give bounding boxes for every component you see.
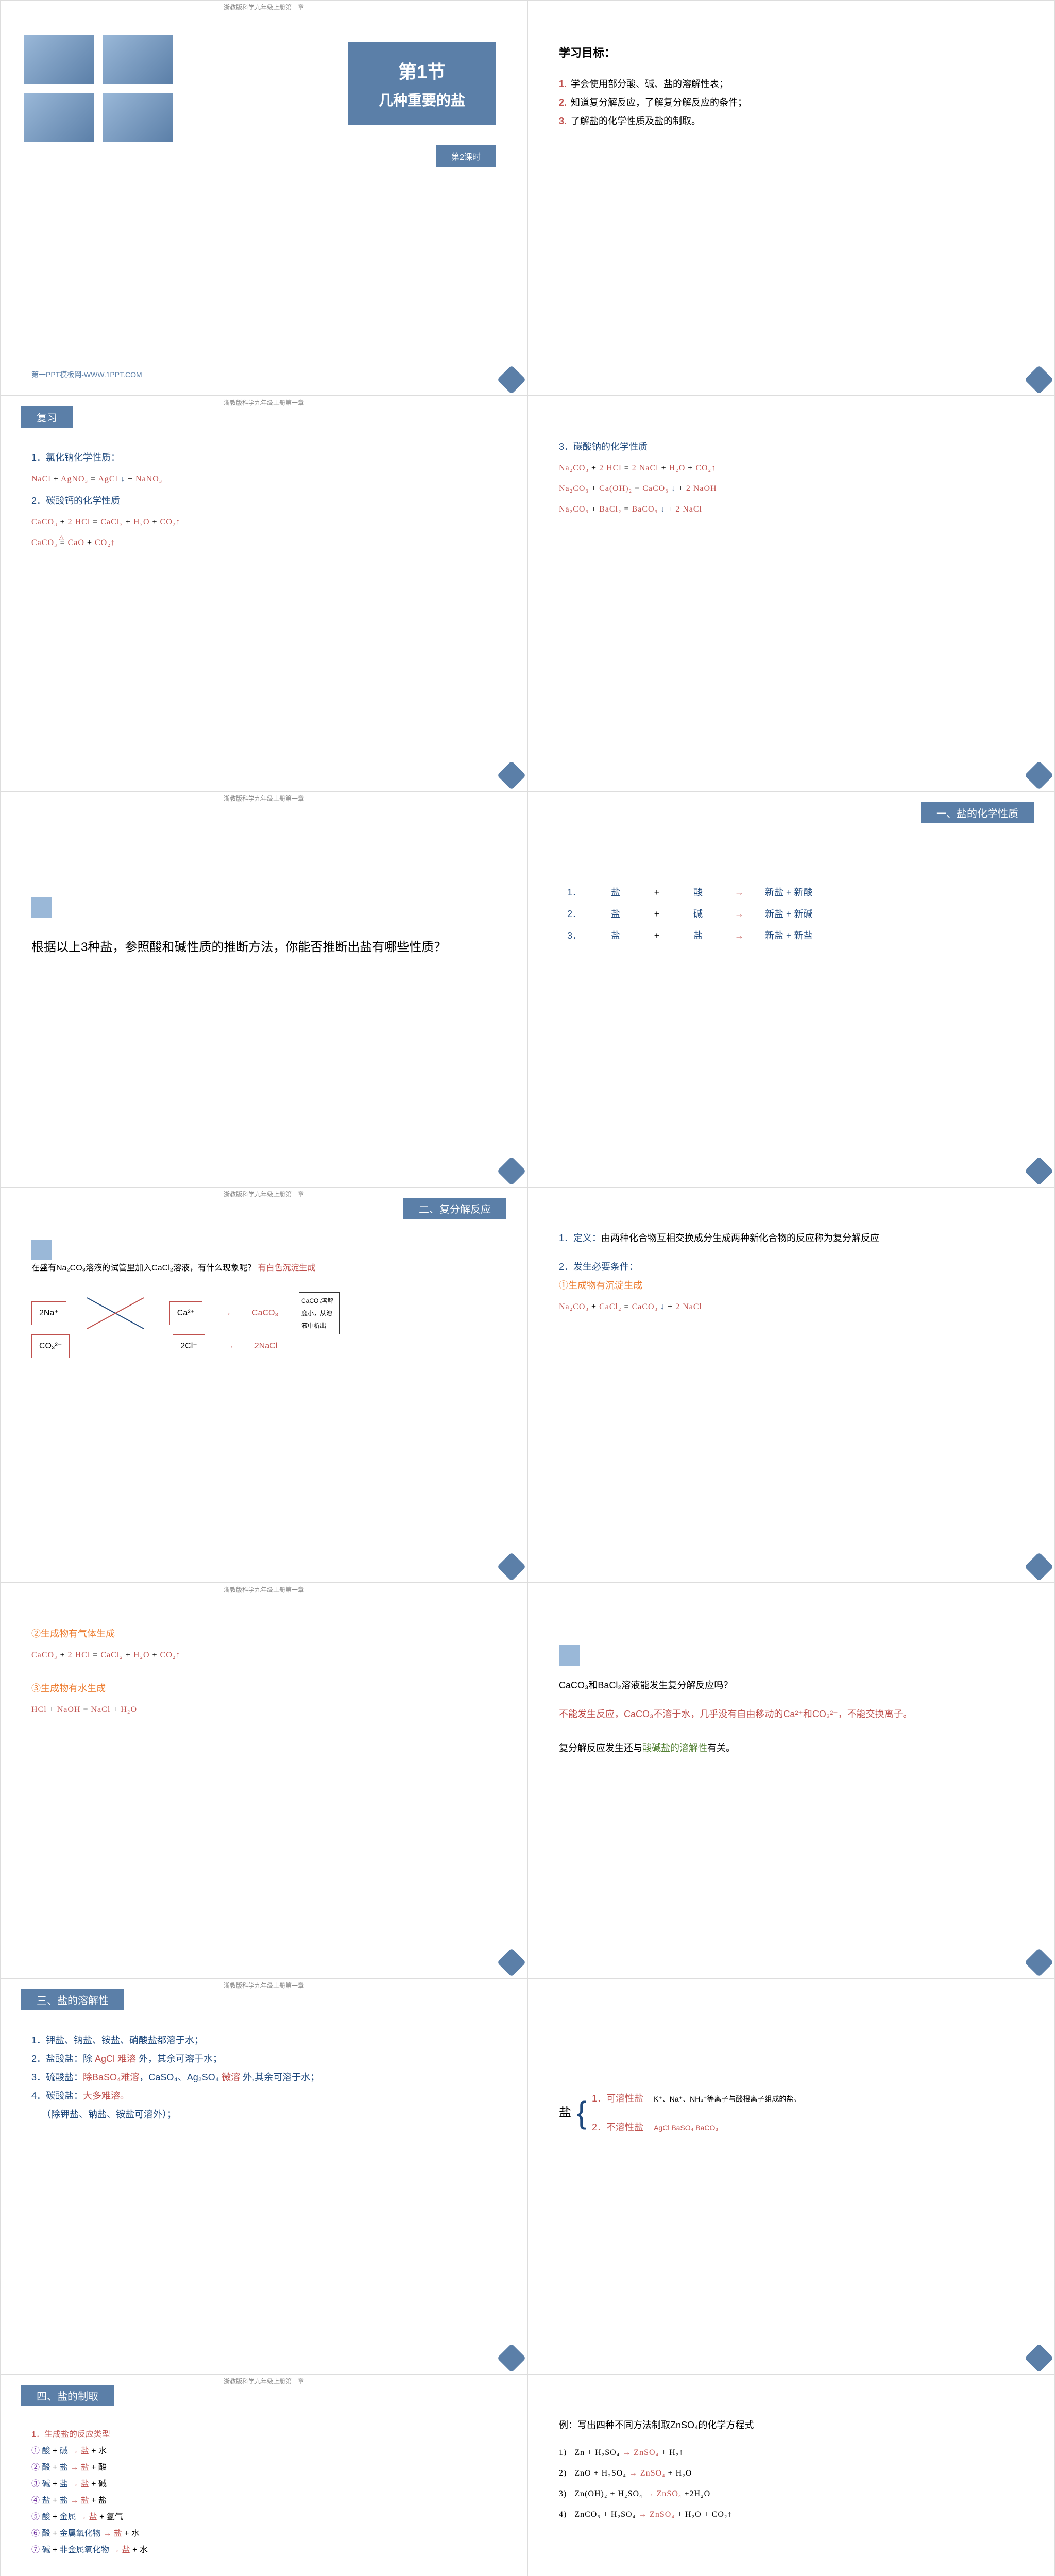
slide-question: 浙教版科学九年级上册第一章 根据以上3种盐，参照酸和碱性质的推断方法，你能否推断… bbox=[0, 791, 528, 1187]
eq-3: CaCO₃ =△ CaO + CO₂↑ bbox=[31, 535, 496, 551]
soluble-row: 1．可溶性盐 K⁺、Na⁺、NH₄⁺等离子与酸根离子组成的盐。 bbox=[592, 2089, 801, 2108]
cond-label: 发生必要条件： bbox=[573, 1262, 638, 1272]
type-6: ⑥ 酸 + 金属氧化物 → 盐 + 水 bbox=[31, 2526, 496, 2542]
note-box: CaCO₃溶解度小，从溶液中析出 bbox=[299, 1292, 340, 1334]
slide-review-2: 3．碳酸钠的化学性质 Na₂CO₃ + 2 HCl = 2 NaCl + H₂O… bbox=[528, 396, 1055, 791]
slide-metathesis-4: CaCO₃和BaCl₂溶液能发生复分解反应吗？ 不能发生反应，CaCO₃不溶于水… bbox=[528, 1583, 1055, 1978]
type-3: ③ 碱 + 盐 → 盐 + 碱 bbox=[31, 2476, 496, 2493]
header-meta: 浙教版科学九年级上册第一章 bbox=[1, 1188, 527, 1200]
slide-preparation-1: 浙教版科学九年级上册第一章 四、盐的制取 1．生成盐的反应类型 ① 酸 + 碱 … bbox=[0, 2374, 528, 2576]
sol-2: 2．盐酸盐：除 AgCl 难溶 外，其余可溶于水； bbox=[31, 2049, 496, 2068]
eq-8: CaCO₃ + 2 HCl = CaCl₂ + H₂O + CO₂↑ bbox=[31, 1647, 496, 1664]
ans-text: 不能发生反应，CaCO₃不溶于水，几乎没有自由移动的Ca²⁺和CO₃²⁻，不能交… bbox=[559, 1705, 1024, 1723]
def-text: 由两种化合物互相交换成分生成两种新化合物的反应称为复分解反应 bbox=[601, 1233, 879, 1243]
obj-2: 知道复分解反应，了解复分解反应的条件； bbox=[571, 97, 747, 108]
prop-row-2: 2．盐+碱→新盐 + 新碱 bbox=[559, 905, 1024, 923]
obj-1: 学会使用部分酸、碱、盐的溶解性表； bbox=[571, 79, 728, 89]
question-text: 根据以上3种盐，参照酸和碱性质的推断方法，你能否推断出盐有哪些性质？ bbox=[31, 935, 496, 960]
p3-title: 碳酸钠的化学性质 bbox=[573, 442, 648, 452]
section-title: 二、复分解反应 bbox=[403, 1198, 506, 1219]
chapter: 第1节 bbox=[379, 57, 465, 84]
header-meta: 浙教版科学九年级上册第一章 bbox=[1, 1583, 527, 1596]
header-meta: 浙教版科学九年级上册第一章 bbox=[1, 2375, 527, 2387]
header-meta: 浙教版科学九年级上册第一章 bbox=[1, 792, 527, 805]
slide-metathesis-3: 浙教版科学九年级上册第一章 ②生成物有气体生成 CaCO₃ + 2 HCl = … bbox=[0, 1583, 528, 1978]
slide-solubility-2: 盐 { 1．可溶性盐 K⁺、Na⁺、NH₄⁺等离子与酸根离子组成的盐。 2．不溶… bbox=[528, 1978, 1055, 2374]
prop-row-3: 3．盐+盐→新盐 + 新盐 bbox=[559, 926, 1024, 945]
eq-9: HCl + NaOH = NaCl + H₂O bbox=[31, 1702, 496, 1718]
type-5: ⑤ 酸 + 金属 → 盐 + 氢气 bbox=[31, 2509, 496, 2526]
img-2 bbox=[101, 33, 174, 85]
prop-row-1: 1．盐+酸→新盐 + 新酸 bbox=[559, 883, 1024, 902]
eq-1: NaCl + AgNO₃ = AgCl ↓ + NaNO₃ bbox=[31, 471, 496, 487]
slide-metathesis-2: 1．定义：由两种化合物互相交换成分生成两种新化合物的反应称为复分解反应 2．发生… bbox=[528, 1187, 1055, 1583]
eq-7: Na₂CO₃ + CaCl₂ = CaCO₃ ↓ + 2 NaCl bbox=[559, 1299, 1024, 1315]
slide-title: 浙教版科学九年级上册第一章 第1节 几种重要的盐 第2课时 第一PPT模板网-W… bbox=[0, 0, 528, 396]
eq-4: Na₂CO₃ + 2 HCl = 2 NaCl + H₂O + CO₂↑ bbox=[559, 460, 1024, 477]
ion-na: 2Na⁺ bbox=[31, 1301, 66, 1325]
slide-review-1: 浙教版科学九年级上册第一章 复习 1．氯化钠化学性质： NaCl + AgNO₃… bbox=[0, 396, 528, 791]
title: 几种重要的盐 bbox=[379, 89, 465, 110]
eq-6: Na₂CO₃ + BaCl₂ = BaCO₃ ↓ + 2 NaCl bbox=[559, 501, 1024, 518]
bird-icon bbox=[559, 1645, 580, 1666]
sol-3: 3．硫酸盐：除BaSO₄难溶，CaSO₄、Ag₂SO₄ 微溶 外,其余可溶于水； bbox=[31, 2068, 496, 2087]
bracket-icon: { bbox=[576, 2082, 587, 2144]
cond-1: ①生成物有沉淀生成 bbox=[559, 1276, 1024, 1295]
q-text: 在盛有Na₂CO₃溶液的试管里加入CaCl₂溶液，有什么现象呢？ 有白色沉淀生成 bbox=[31, 1260, 496, 1277]
header-meta: 浙教版科学九年级上册第一章 bbox=[1, 1979, 527, 1992]
slide-salt-props: 一、盐的化学性质 1．盐+酸→新盐 + 新酸 2．盐+碱→新盐 + 新碱 3．盐… bbox=[528, 791, 1055, 1187]
insoluble-row: 2．不溶性盐 AgCl BaSO₄ BaCO₃ bbox=[592, 2118, 801, 2137]
prod-caco3: CaCO₃ bbox=[252, 1305, 278, 1321]
salt-label: 盐 bbox=[559, 2100, 571, 2125]
ion-cl: 2Cl⁻ bbox=[173, 1334, 205, 1358]
section-title: 四、盐的制取 bbox=[21, 2385, 114, 2406]
p1-title: 氯化钠化学性质： bbox=[46, 452, 120, 463]
note-text: 复分解反应发生还与酸碱盐的溶解性有关。 bbox=[559, 1739, 1024, 1757]
type-2: ② 酸 + 盐 → 盐 + 酸 bbox=[31, 2460, 496, 2476]
prod-nacl: 2NaCl bbox=[254, 1338, 277, 1354]
type-1: ① 酸 + 碱 → 盐 + 水 bbox=[31, 2443, 496, 2460]
ex-eq-2: 2) ZnO + H₂SO₄ → ZnSO₄ + H₂O bbox=[559, 2465, 1024, 2482]
header-meta: 浙教版科学九年级上册第一章 bbox=[1, 1, 527, 13]
img-3 bbox=[23, 92, 95, 143]
prep-heading: 1．生成盐的反应类型 bbox=[31, 2427, 496, 2443]
q-text: CaCO₃和BaCl₂溶液能发生复分解反应吗？ bbox=[559, 1676, 1024, 1694]
section-title: 一、盐的化学性质 bbox=[921, 802, 1034, 823]
cond-3: ③生成物有水生成 bbox=[31, 1679, 496, 1698]
slide-preparation-2: 例：写出四种不同方法制取ZnSO₄的化学方程式 1) Zn + H₂SO₄ → … bbox=[528, 2374, 1055, 2576]
ex-eq-3: 3) Zn(OH)₂ + H₂SO₄ → ZnSO₄ +2H₂O bbox=[559, 2486, 1024, 2502]
eq-2: CaCO₃ + 2 HCl = CaCl₂ + H₂O + CO₂↑ bbox=[31, 514, 496, 531]
think-icon bbox=[31, 1240, 52, 1260]
cond-2: ②生成物有气体生成 bbox=[31, 1624, 496, 1643]
sol-4: 4．碳酸盐：大多难溶。 （除钾盐、钠盐、铵盐可溶外）； bbox=[31, 2087, 496, 2124]
example-q: 例：写出四种不同方法制取ZnSO₄的化学方程式 bbox=[559, 2416, 1024, 2434]
eq-5: Na₂CO₃ + Ca(OH)₂ = CaCO₃ ↓ + 2 NaOH bbox=[559, 481, 1024, 497]
img-4 bbox=[101, 92, 174, 143]
def-label: 定义： bbox=[573, 1233, 601, 1243]
obj-3: 了解盐的化学性质及盐的制取。 bbox=[571, 116, 701, 126]
sol-1: 1．钾盐、钠盐、铵盐、硝酸盐都溶于水； bbox=[31, 2031, 496, 2049]
slide-objectives: 学习目标： 1.学会使用部分酸、碱、盐的溶解性表； 2.知道复分解反应，了解复分… bbox=[528, 0, 1055, 396]
ex-eq-1: 1) Zn + H₂SO₄ → ZnSO₄ + H₂↑ bbox=[559, 2445, 1024, 2461]
footer: 第一PPT模板网-WWW.1PPT.COM bbox=[31, 369, 142, 380]
p2-title: 碳酸钙的化学性质 bbox=[46, 496, 120, 506]
section-title: 三、盐的溶解性 bbox=[21, 1989, 124, 2010]
type-4: ④ 盐 + 盐 → 盐 + 盐 bbox=[31, 2493, 496, 2509]
ion-co3: CO₃²⁻ bbox=[31, 1334, 70, 1358]
type-7: ⑦ 碱 + 非金属氧化物 → 盐 + 水 bbox=[31, 2542, 496, 2558]
cross-arrows bbox=[87, 1293, 149, 1334]
slide-solubility-1: 浙教版科学九年级上册第一章 三、盐的溶解性 1．钾盐、钠盐、铵盐、硝酸盐都溶于水… bbox=[0, 1978, 528, 2374]
bird-icon bbox=[31, 897, 52, 918]
obj-heading: 学习目标： bbox=[559, 42, 1024, 64]
slide-metathesis-1: 浙教版科学九年级上册第一章 二、复分解反应 在盛有Na₂CO₃溶液的试管里加入C… bbox=[0, 1187, 528, 1583]
ion-ca: Ca²⁺ bbox=[169, 1301, 202, 1325]
img-1 bbox=[23, 33, 95, 85]
header-meta: 浙教版科学九年级上册第一章 bbox=[1, 396, 527, 409]
title-block: 第1节 几种重要的盐 bbox=[348, 42, 496, 125]
lesson-tag: 第2课时 bbox=[436, 145, 496, 167]
section-title: 复习 bbox=[21, 406, 73, 428]
ex-eq-4: 4) ZnCO₃ + H₂SO₄ → ZnSO₄ + H₂O + CO₂↑ bbox=[559, 2506, 1024, 2523]
title-images bbox=[21, 31, 176, 148]
